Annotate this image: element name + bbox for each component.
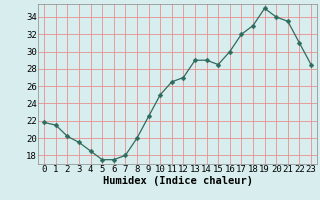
X-axis label: Humidex (Indice chaleur): Humidex (Indice chaleur) [103, 176, 252, 186]
